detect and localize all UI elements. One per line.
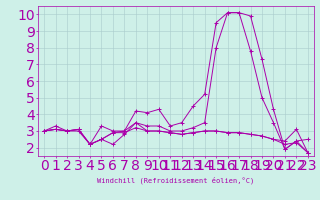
X-axis label: Windchill (Refroidissement éolien,°C): Windchill (Refroidissement éolien,°C) xyxy=(97,176,255,184)
